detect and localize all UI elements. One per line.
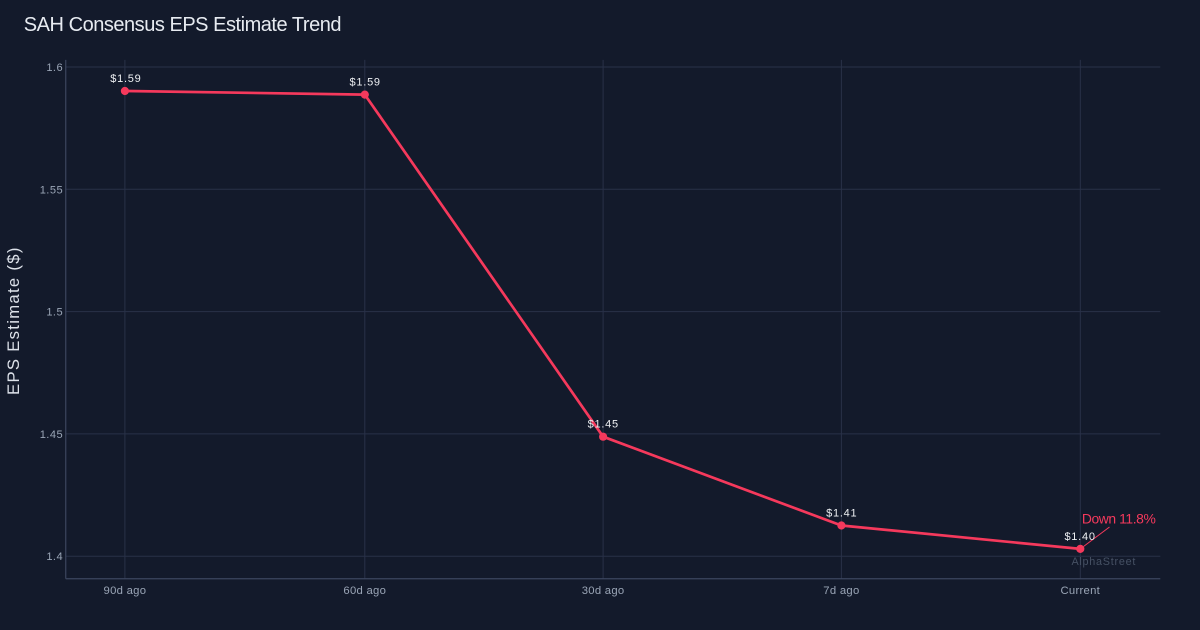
svg-text:$1.45: $1.45 bbox=[588, 419, 619, 431]
svg-text:60d ago: 60d ago bbox=[343, 585, 386, 597]
svg-text:90d ago: 90d ago bbox=[104, 585, 147, 597]
svg-text:Down 11.8%: Down 11.8% bbox=[1082, 510, 1156, 526]
svg-text:1.4: 1.4 bbox=[46, 551, 63, 563]
svg-text:1.45: 1.45 bbox=[40, 429, 63, 441]
svg-text:1.5: 1.5 bbox=[46, 307, 63, 319]
svg-text:EPS Estimate ($): EPS Estimate ($) bbox=[4, 248, 23, 395]
svg-text:7d ago: 7d ago bbox=[823, 585, 859, 597]
svg-text:1.55: 1.55 bbox=[40, 184, 63, 196]
svg-text:$1.41: $1.41 bbox=[826, 507, 857, 519]
svg-text:AlphaStreet: AlphaStreet bbox=[1071, 556, 1135, 568]
svg-text:$1.59: $1.59 bbox=[350, 76, 381, 88]
svg-text:1.6: 1.6 bbox=[46, 62, 63, 74]
svg-text:30d ago: 30d ago bbox=[582, 585, 625, 597]
svg-text:Current: Current bbox=[1060, 585, 1100, 597]
svg-text:$1.40: $1.40 bbox=[1064, 531, 1095, 543]
svg-text:SAH Consensus EPS Estimate Tre: SAH Consensus EPS Estimate Trend bbox=[24, 14, 342, 36]
svg-text:$1.59: $1.59 bbox=[110, 73, 141, 85]
